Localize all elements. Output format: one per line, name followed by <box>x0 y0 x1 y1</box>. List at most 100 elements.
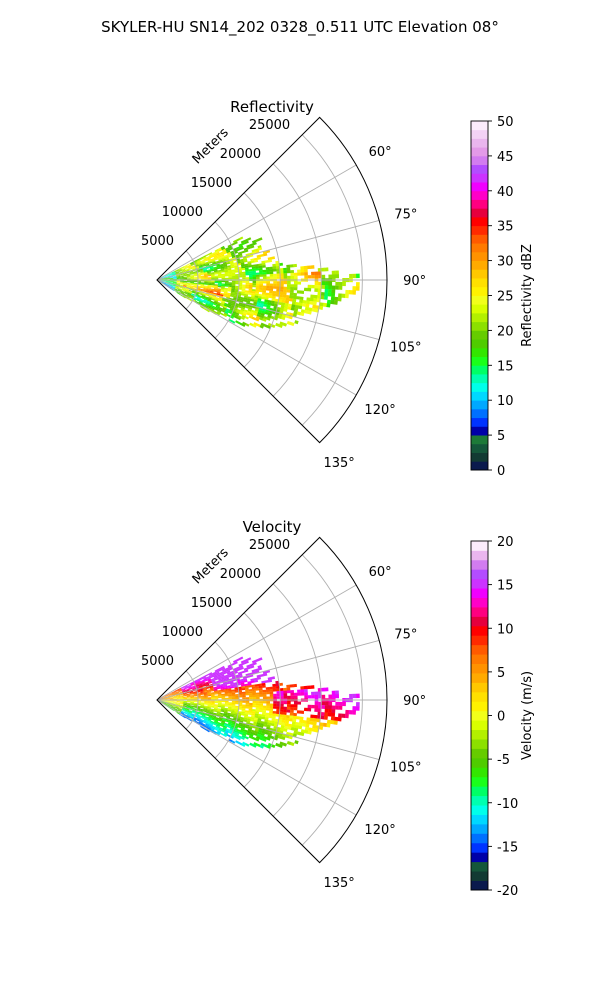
echo-cell <box>294 304 299 309</box>
echo-cell <box>213 303 217 306</box>
echo-cell <box>168 284 173 287</box>
echo-cell <box>197 262 202 266</box>
echo-cell <box>187 685 192 688</box>
echo-cell <box>169 278 174 279</box>
echo-cell <box>183 696 188 698</box>
echo-cell <box>242 313 247 317</box>
echo-cell <box>321 687 326 692</box>
echo-cell <box>190 698 195 699</box>
echo-cell <box>311 727 316 733</box>
echo-cell <box>271 298 276 302</box>
echo-cell <box>183 694 187 696</box>
echo-cell <box>228 285 232 288</box>
echo-cell <box>233 713 238 717</box>
echo-cell <box>165 703 170 706</box>
echo-cell <box>259 285 263 288</box>
echo-cell <box>226 682 231 685</box>
echo-cell <box>180 696 184 698</box>
echo-cell <box>261 680 266 684</box>
echo-cell <box>240 736 245 740</box>
echo-cell <box>206 689 211 692</box>
echo-cell <box>220 723 225 726</box>
echo-cell <box>176 283 180 286</box>
echo-cell <box>215 726 219 730</box>
echo-cell <box>214 286 218 289</box>
echo-cell <box>293 701 298 705</box>
echo-cell <box>227 673 232 677</box>
echo-cell <box>187 713 191 717</box>
echo-cell <box>185 689 190 692</box>
echo-cell <box>247 237 252 241</box>
echo-cell <box>209 722 214 726</box>
echo-cell <box>259 707 263 711</box>
echo-cell <box>220 245 225 249</box>
echo-cell <box>241 711 246 714</box>
echo-cell <box>180 701 184 703</box>
echo-cell <box>280 693 284 697</box>
echo-cell <box>279 294 283 298</box>
echo-cell <box>214 249 219 252</box>
echo-cell <box>276 706 281 710</box>
echo-cell <box>334 296 339 302</box>
colorbar-segment <box>471 391 488 401</box>
echo-cell <box>219 732 224 736</box>
echo-cell <box>230 714 234 718</box>
echo-cell <box>241 266 246 269</box>
echo-cell <box>324 687 329 692</box>
echo-cell <box>172 692 176 695</box>
echo-cell <box>261 685 266 688</box>
echo-cell <box>186 703 191 705</box>
echo-cell <box>293 263 298 268</box>
echo-cell <box>209 291 214 294</box>
echo-cell <box>269 276 274 279</box>
echo-cell <box>178 289 182 292</box>
echo-cell <box>250 245 255 249</box>
echo-cell <box>283 695 288 699</box>
echo-cell <box>208 672 213 675</box>
echo-cell <box>211 726 216 730</box>
echo-cell <box>181 289 186 292</box>
echo-cell <box>280 696 284 699</box>
echo-cell <box>211 701 215 704</box>
echo-cell <box>235 697 239 700</box>
echo-cell <box>203 720 207 723</box>
echo-cell <box>195 720 199 724</box>
echo-cell <box>221 258 226 262</box>
echo-cell <box>327 712 332 717</box>
echo-cell <box>178 269 182 272</box>
echo-cell <box>307 704 312 709</box>
echo-cell <box>219 252 224 256</box>
echo-cell <box>207 679 212 682</box>
echo-cell <box>166 278 170 280</box>
echo-cell <box>215 297 220 300</box>
echo-cell <box>183 704 187 706</box>
echo-cell <box>292 298 297 303</box>
echo-cell <box>245 693 250 696</box>
echo-cell <box>182 707 187 710</box>
echo-cell <box>173 702 177 704</box>
echo-cell <box>266 691 270 695</box>
echo-cell <box>302 720 307 724</box>
echo-cell <box>209 254 214 258</box>
echo-cell <box>200 283 205 285</box>
echo-cell <box>186 285 191 287</box>
colorbar-tick-label: -20 <box>497 884 518 899</box>
echo-cell <box>251 316 257 321</box>
echo-cell <box>176 283 181 285</box>
echo-cell <box>182 705 187 707</box>
echo-cell <box>238 285 243 289</box>
echo-cell <box>280 701 284 705</box>
echo-cell <box>203 678 208 681</box>
echo-cell <box>234 292 238 295</box>
echo-cell <box>166 281 170 283</box>
echo-cell <box>211 298 216 301</box>
echo-cell <box>259 744 264 749</box>
echo-cell <box>193 700 198 702</box>
echo-cell <box>222 250 227 254</box>
echo-cell <box>286 270 291 274</box>
echo-cell <box>224 674 229 678</box>
echo-cell <box>228 674 232 678</box>
echo-cell <box>220 674 225 678</box>
echo-cell <box>200 691 204 694</box>
echo-cell <box>176 277 181 279</box>
